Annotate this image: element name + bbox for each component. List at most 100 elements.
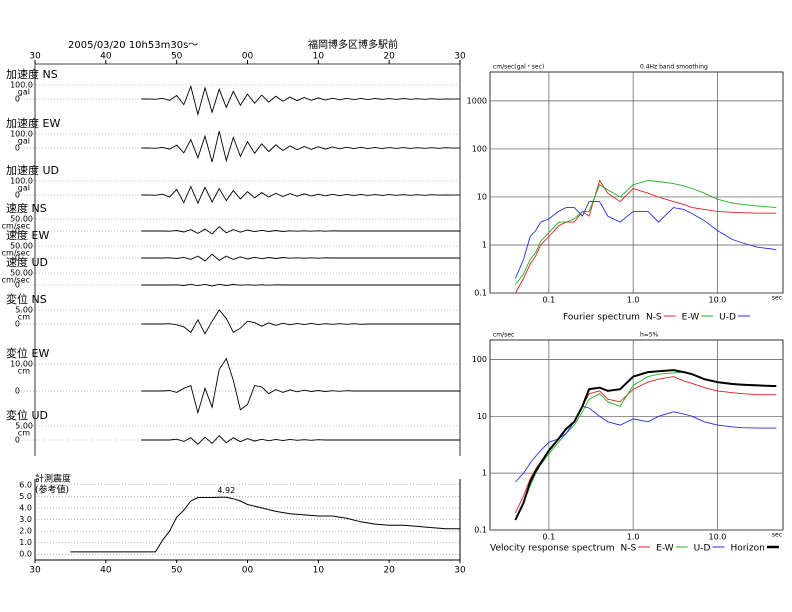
zero-label: 0 [15, 436, 20, 445]
spectrum-line [515, 405, 777, 483]
trace-label: 変位 EW [6, 346, 49, 360]
unit-label: cm/sec [2, 276, 30, 285]
x-tick-label: 30 [454, 566, 466, 576]
x-tick-label: 30 [29, 566, 41, 576]
intensity-subtitle: (参考値) [35, 484, 69, 496]
y-tick-label: 10 [477, 412, 487, 421]
zero-label: 0 [15, 281, 20, 290]
x-axis-label: sec [772, 295, 782, 302]
legend-title: Velocity response spectrum [490, 544, 615, 554]
y-tick-label: 5.0 [19, 492, 32, 501]
note: h=5% [640, 332, 659, 339]
zero-label: 0 [15, 387, 20, 396]
x-tick-label: 10 [313, 566, 325, 576]
y-tick-label: 0.1 [474, 526, 487, 535]
trace-label: 加速度 NS [6, 67, 58, 81]
zero-label: 0 [15, 254, 20, 263]
x-tick-label: 40 [100, 566, 112, 576]
x-tick-label: 10 [313, 52, 325, 62]
x-tick-label: 10.0 [709, 296, 727, 305]
zero-label: 0 [15, 227, 20, 236]
legend-label: N-S [646, 313, 662, 323]
y-tick-label: 4.0 [19, 503, 32, 512]
x-tick-label: 50 [171, 52, 183, 62]
y-tick-label: 6.0 [19, 480, 32, 489]
waveform [141, 253, 460, 262]
waveform [141, 283, 460, 287]
y-tick-label: 10 [477, 192, 487, 201]
record-title: 2005/03/20 10h53m30s～ [68, 40, 198, 51]
trace-label: 変位 UD [6, 408, 48, 422]
x-tick-label: 1.0 [627, 296, 640, 305]
x-tick-label: 0.1 [543, 296, 556, 305]
x-tick-label: 1.0 [627, 533, 640, 542]
y-tick-label: 0.0 [19, 550, 32, 559]
zero-label: 0 [15, 144, 20, 153]
unit-label: gal [18, 184, 30, 193]
unit-label: cm/sec [2, 249, 30, 258]
spectrum-line [514, 201, 777, 279]
y-tick-label: 100 [472, 355, 487, 364]
x-tick-label: 10.0 [709, 533, 727, 542]
station: 福岡博多区博多駅前 [308, 38, 398, 51]
unit-label: cm [18, 367, 30, 376]
waveform [141, 226, 460, 235]
y-tick-label: 1000 [467, 96, 487, 105]
x-tick-label: 00 [242, 52, 254, 62]
unit-label: gal [18, 88, 30, 97]
intensity-title: 計測震度 [35, 473, 71, 485]
x-tick-label: 20 [383, 566, 395, 576]
y-tick-label: 1 [482, 240, 487, 249]
unit-label: cm/sec [2, 222, 30, 231]
waveform [141, 357, 460, 415]
y-tick-label: 2.0 [19, 527, 32, 536]
x-tick-label: 00 [242, 566, 254, 576]
x-axis-label: sec [772, 532, 782, 539]
trace-label: 速度 UD [6, 255, 48, 269]
y-axis-label: cm/sec [493, 332, 514, 339]
legend-label: E-W [682, 313, 700, 323]
note: 0.4Hz band smoothing [640, 64, 708, 71]
legend-label: U-D [719, 313, 736, 323]
waveform [141, 185, 461, 205]
x-tick-label: 20 [383, 52, 395, 62]
intensity-line [70, 496, 460, 553]
legend-label: U-D [694, 544, 711, 554]
trace-label: 加速度 EW [6, 116, 60, 130]
y-tick-label: 3.0 [19, 515, 32, 524]
x-tick-label: 50 [171, 566, 183, 576]
y-tick-label: 100 [472, 144, 487, 153]
unit-label: cm [18, 429, 30, 438]
zero-label: 0 [15, 95, 20, 104]
waveform [141, 84, 461, 117]
unit-label: cm [18, 313, 30, 322]
x-tick-label: 40 [100, 52, 112, 62]
y-tick-label: 1.0 [19, 538, 32, 547]
trace-label: 速度 NS [6, 201, 47, 215]
waveform [141, 131, 461, 163]
y-tick-label: 1 [482, 469, 487, 478]
zero-label: 0 [15, 320, 20, 329]
unit-label: gal [18, 137, 30, 146]
x-tick-label: 30 [454, 52, 466, 62]
trace-label: 変位 NS [6, 292, 47, 306]
x-tick-label: 0.1 [543, 533, 556, 542]
trace-label: 加速度 UD [6, 163, 59, 177]
y-tick-label: 0.1 [474, 289, 487, 298]
trace-label: 速度 EW [6, 228, 49, 242]
spectrum-line [515, 180, 777, 285]
x-tick-label: 30 [29, 52, 41, 62]
legend-label: E-W [656, 544, 674, 554]
legend-label: Horizon [730, 544, 764, 554]
waveform [141, 435, 460, 445]
spectrum-line [514, 369, 777, 521]
spectrum-line [515, 179, 777, 294]
legend-title: Fourier spectrum [563, 313, 640, 323]
waveform [141, 309, 460, 335]
y-axis-label: cm/sec(gal・sec) [493, 64, 544, 71]
zero-label: 0 [15, 191, 20, 200]
legend-label: N-S [621, 544, 637, 554]
peak-label: 4.92 [217, 486, 235, 495]
